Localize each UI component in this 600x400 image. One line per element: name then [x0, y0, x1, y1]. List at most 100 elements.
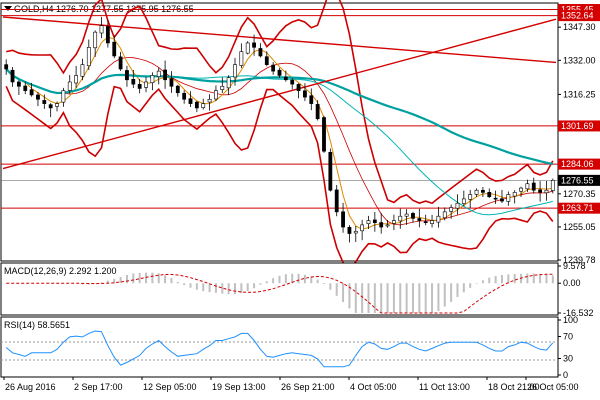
rsi-tick-label: 30 — [563, 354, 573, 364]
candle-body — [455, 202, 460, 209]
candle-body — [163, 69, 167, 81]
candle-body — [10, 69, 15, 83]
candle-body — [436, 215, 441, 223]
time-tick-label: 4 Oct 05:00 — [350, 382, 397, 392]
price-tag-box — [558, 174, 600, 186]
rsi-header: RSI(14) 58.5651 — [4, 320, 70, 330]
candle-body — [461, 198, 466, 204]
candle-body — [125, 70, 129, 81]
bollinger-bands — [5, 0, 554, 269]
trend-lines — [2, 16, 557, 170]
price-tag-box — [558, 120, 600, 132]
candle-body — [379, 222, 384, 228]
macd-tick-label: -16.532 — [563, 308, 594, 318]
candle-body — [404, 213, 409, 217]
fast-ma-line — [5, 36, 553, 230]
symbol-dropdown-icon[interactable] — [4, 6, 12, 11]
candle-body — [531, 182, 536, 191]
bollinger-band-line — [6, 0, 554, 205]
candle-body — [353, 231, 358, 234]
time-tick-label: 26 Aug 2016 — [5, 382, 56, 392]
candle-body — [233, 64, 237, 78]
candle-body — [417, 218, 422, 221]
price-tag-box — [558, 10, 600, 22]
candle-body — [309, 95, 314, 104]
candle-body — [207, 98, 212, 103]
candle-body — [423, 221, 428, 224]
candle-body — [74, 75, 78, 84]
candles — [4, 16, 555, 243]
candle-body — [29, 89, 34, 96]
candle-body — [4, 64, 9, 70]
price-tag-label: 1355.45 — [561, 5, 594, 15]
candle-body — [328, 151, 333, 191]
candle-body — [512, 192, 517, 197]
macd-panel-frame — [0, 262, 559, 316]
rsi-tick-label: 0 — [563, 370, 568, 380]
candle-body — [385, 224, 390, 227]
candle-body — [245, 42, 250, 54]
rsi-panel: RSI(14) 58.5651 100 70 30 0 — [0, 315, 578, 380]
macd-panel: MACD(12,26,9) 2.292 1.200 9.578 0.00 -16.5… — [0, 261, 594, 318]
price-tick-label: 1316.25 — [563, 89, 596, 99]
candle-body — [525, 183, 530, 190]
price-tag-box — [558, 202, 600, 214]
candle-body — [430, 220, 434, 224]
candle-body — [220, 85, 225, 90]
time-axis: 26 Aug 2016 2 Sep 17:00 12 Sep 05:00 19 Sep… — [3, 377, 579, 392]
candle-body — [398, 215, 403, 222]
candle-body — [150, 75, 155, 84]
candle-body — [366, 220, 371, 224]
time-tick-label: 26 Oct 05:00 — [527, 382, 579, 392]
candle-body — [55, 103, 59, 107]
candle-body — [277, 69, 282, 76]
candle-body — [156, 70, 161, 77]
price-tag-box — [558, 158, 600, 170]
candle-body — [16, 81, 21, 87]
candle-body — [201, 103, 206, 108]
candle-body — [112, 41, 117, 57]
candle-body — [392, 220, 396, 224]
candle-body — [86, 47, 91, 67]
candle-body — [99, 25, 104, 34]
price-tag-label: 1263.71 — [561, 203, 594, 213]
descending-trend-line — [2, 16, 557, 64]
candle-body — [182, 92, 187, 100]
candle-body — [296, 84, 301, 91]
candle-body — [137, 84, 142, 89]
price-panel: GOLD,H4 1276.70 1277.55 1275.95 1276.55 … — [0, 0, 600, 269]
candle-body — [131, 79, 136, 85]
candle-body — [67, 81, 72, 91]
candle-body — [538, 189, 543, 193]
bollinger-band-line — [5, 85, 554, 269]
candle-body — [334, 189, 339, 213]
candle-body — [118, 56, 123, 70]
candle-body — [550, 180, 555, 191]
candle-body — [322, 117, 326, 152]
candle-body — [506, 194, 511, 202]
rsi-tick-label: 100 — [563, 315, 578, 325]
price-tick-label: 1347.30 — [563, 22, 596, 32]
price-axis: 1347.30 1332.00 1316.25 1270.35 1255.05 1239.… — [558, 22, 596, 265]
candle-body — [544, 189, 549, 194]
candle-body — [468, 194, 473, 200]
candle-body — [61, 90, 66, 103]
candle-body — [252, 42, 256, 48]
price-tag-label: 1301.69 — [561, 121, 594, 131]
candle-body — [226, 77, 231, 89]
candle-body — [194, 101, 199, 109]
candle-body — [290, 79, 295, 85]
candle-body — [23, 85, 28, 91]
rsi-panel-frame — [0, 316, 559, 378]
time-tick-label: 18 Oct 21:00 — [488, 382, 540, 392]
candle-body — [487, 192, 492, 198]
time-tick-label: 12 Sep 05:00 — [143, 382, 197, 392]
candle-body — [258, 48, 263, 57]
candle-body — [169, 78, 174, 87]
candle-body — [315, 104, 320, 120]
time-tick-label: 26 Sep 21:00 — [281, 382, 335, 392]
candle-body — [500, 198, 504, 202]
candle-body — [271, 64, 276, 72]
